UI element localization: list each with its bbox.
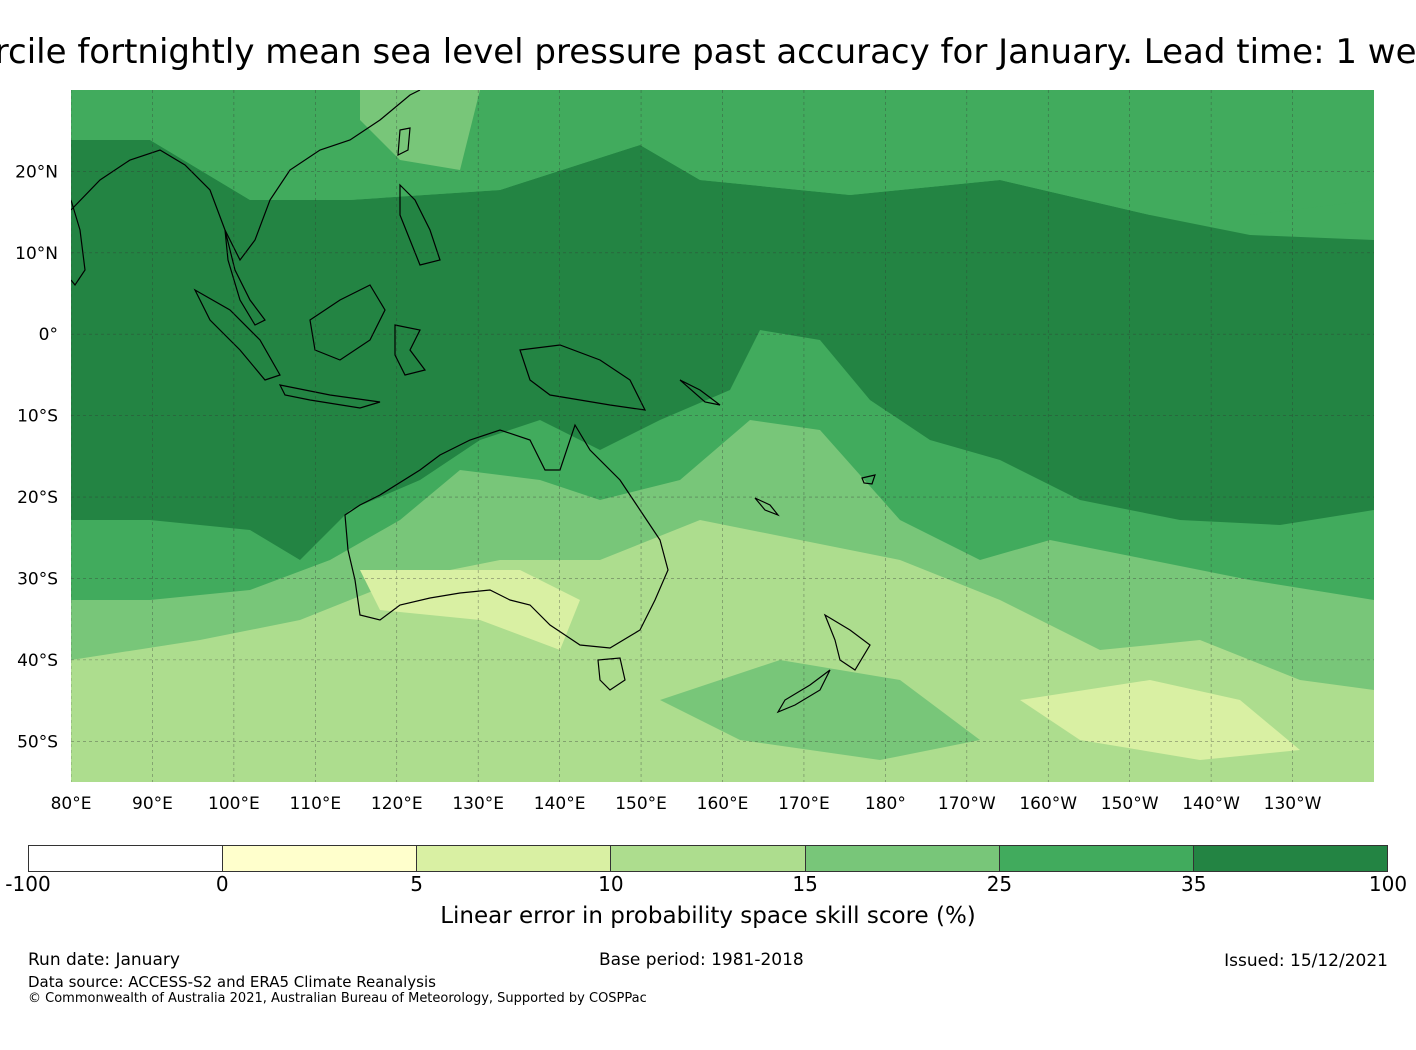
latitude-tick-label: 0° (39, 325, 58, 345)
longitude-tick-label: 160°E (697, 794, 749, 814)
latitude-tick-label: 30°S (17, 569, 58, 589)
colorbar-tick-label: 100 (1368, 872, 1408, 896)
latitude-tick-label: 50°S (17, 732, 58, 752)
new-guinea-coast (519, 344, 647, 411)
colorbar-tick-label: -100 (5, 872, 51, 896)
longitude-tick-label: 140°E (534, 794, 586, 814)
latitude-tick-label: 20°S (17, 488, 58, 508)
longitude-tick-label: 170°W (938, 794, 996, 814)
colorbar-tick-label: 10 (598, 872, 624, 896)
india-coast (71, 199, 86, 287)
java-coast (278, 384, 381, 409)
sulawesi-coast (394, 324, 427, 376)
colorbar-segment (222, 846, 417, 871)
latitude-ticks: 20°N 10°N 0° 10°S 20°S 30°S 40°S 50°S (15, 162, 58, 752)
colorbar-title: Linear error in probability space skill … (440, 903, 976, 929)
colorbar-tick-label: 35 (1180, 872, 1207, 896)
new-zealand-north-coast (823, 613, 871, 671)
tasmania-coast (597, 657, 626, 691)
asia-mainland-coast (71, 90, 421, 262)
colorbar-segment (416, 846, 611, 871)
longitude-tick-label: 150°E (615, 794, 667, 814)
map-title: Tercile fortnightly mean sea level press… (0, 32, 1416, 72)
colorbar-segment (1192, 846, 1387, 871)
longitude-ticks: 80°E 90°E 100°E 110°E 120°E 130°E 140°E 150°E 16… (51, 794, 1322, 814)
latitude-tick-label: 10°N (15, 244, 58, 264)
sumatra-coast (193, 288, 281, 381)
longitude-tick-label: 130°W (1264, 794, 1322, 814)
colorbar-segment (804, 846, 999, 871)
skill-band-light-north (360, 90, 480, 170)
skill-score-map: 80°E 90°E 100°E 110°E 120°E 130°E 140°E 150°E 16… (15, 90, 1374, 814)
coastlines (71, 90, 876, 714)
borneo-coast (309, 284, 386, 361)
longitude-tick-label: 110°E (289, 794, 341, 814)
longitude-tick-label: 120°E (371, 794, 423, 814)
latitude-tick-label: 40°S (17, 651, 58, 671)
graticule (71, 90, 1374, 782)
latitude-tick-label: 20°N (15, 162, 58, 182)
fiji-coast (861, 474, 876, 485)
base-period: Base period: 1981-2018 (599, 950, 804, 970)
colorbar-segment (998, 846, 1193, 871)
longitude-tick-label: 150°W (1101, 794, 1159, 814)
skill-band-5-10-southeast (1020, 680, 1300, 760)
data-source: Data source: ACCESS-S2 and ERA5 Climate … (28, 973, 436, 991)
longitude-tick-label: 90°E (132, 794, 173, 814)
malay-peninsula-coast (224, 229, 266, 326)
colorbar (28, 845, 1388, 872)
run-date: Run date: January (28, 950, 180, 970)
longitude-tick-label: 180° (865, 794, 906, 814)
taiwan-coast (397, 127, 411, 157)
longitude-tick-label: 160°W (1019, 794, 1077, 814)
skill-band-5-10-south (360, 570, 580, 650)
colorbar-segment (610, 846, 805, 871)
colorbar-segment (29, 846, 223, 871)
new-zealand-south-coast (776, 669, 831, 714)
longitude-tick-label: 80°E (51, 794, 92, 814)
longitude-tick-label: 170°E (778, 794, 830, 814)
colorbar-tick-label: 15 (792, 872, 818, 896)
australia-coast (344, 423, 669, 649)
longitude-tick-label: 100°E (208, 794, 260, 814)
latitude-tick-label: 10°S (17, 407, 58, 427)
colorbar-tick-label: 0 (215, 872, 229, 896)
copyright: © Commonwealth of Australia 2021, Austra… (28, 991, 647, 1006)
philippines-coast (399, 183, 441, 266)
longitude-tick-label: 140°W (1182, 794, 1240, 814)
issued-date: Issued: 15/12/2021 (1224, 951, 1388, 971)
colorbar-tick-label: 25 (986, 872, 1013, 896)
new-caledonia-coast (754, 497, 780, 517)
longitude-tick-label: 130°E (452, 794, 504, 814)
solomon-islands-coast (679, 379, 721, 406)
skill-band-15-25-tasman (660, 660, 980, 760)
colorbar-tick-label: 5 (410, 872, 423, 896)
